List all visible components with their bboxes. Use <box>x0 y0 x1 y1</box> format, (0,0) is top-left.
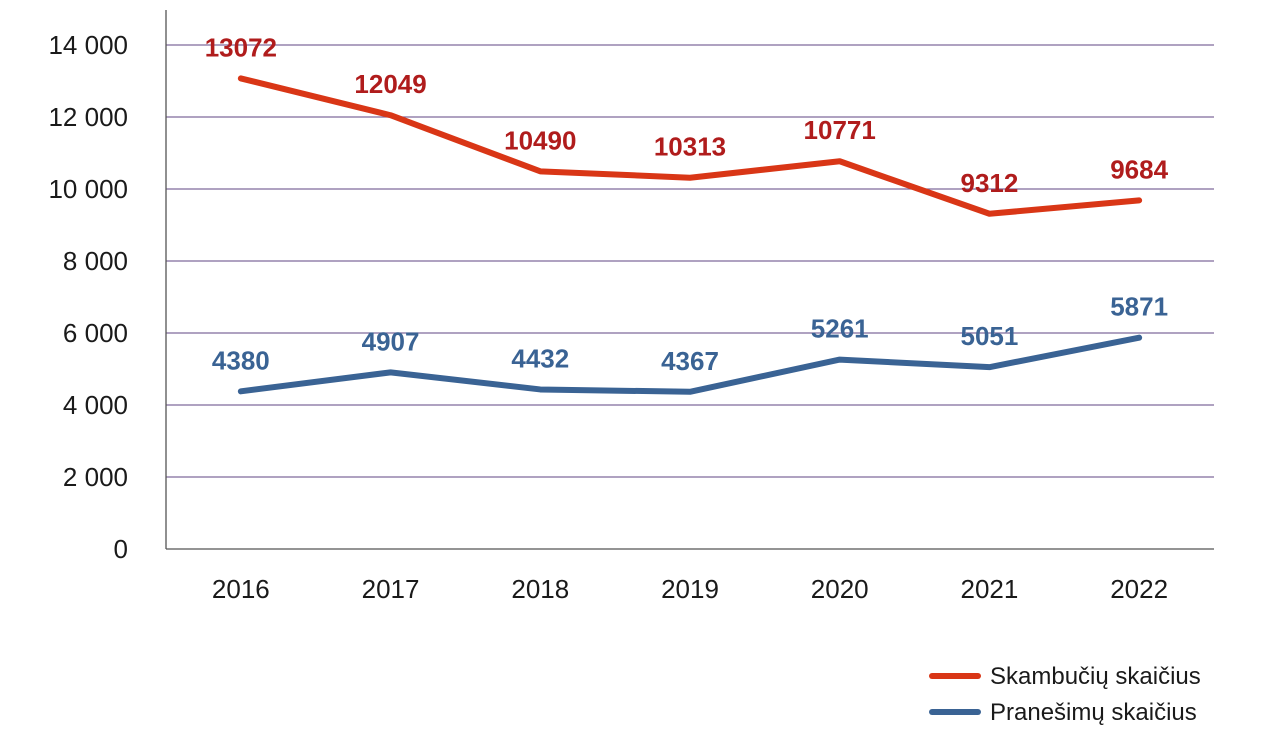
data-label: 10490 <box>504 125 576 155</box>
y-tick-label: 0 <box>114 534 128 564</box>
data-label: 10313 <box>654 132 726 162</box>
data-label: 5261 <box>811 314 869 344</box>
y-tick-label: 8 000 <box>63 246 128 276</box>
y-tick-label: 14 000 <box>48 30 128 60</box>
data-labels: 13072 12049 10490 10313 10771 9312 9684 4380 490… <box>205 32 1169 375</box>
axes <box>165 10 1214 550</box>
data-label: 5051 <box>961 321 1019 351</box>
x-tick-label: 2018 <box>511 574 569 604</box>
series-lines <box>237 75 1143 395</box>
data-label: 9684 <box>1110 154 1168 184</box>
x-tick-label: 2017 <box>362 574 420 604</box>
data-label: 4380 <box>212 345 270 375</box>
x-tick-label: 2022 <box>1110 574 1168 604</box>
data-label: 13072 <box>205 32 277 62</box>
y-tick-label: 4 000 <box>63 390 128 420</box>
y-tick-label: 2 000 <box>63 462 128 492</box>
gridlines <box>166 44 1214 478</box>
series-line-2 <box>237 334 1143 395</box>
data-label: 9312 <box>961 168 1019 198</box>
y-tick-label: 10 000 <box>48 174 128 204</box>
data-label: 10771 <box>804 115 876 145</box>
data-label: 4907 <box>362 326 420 356</box>
data-label: 4367 <box>661 346 719 376</box>
data-label: 5871 <box>1110 292 1168 322</box>
data-label: 4432 <box>511 343 569 373</box>
y-tick-label: 12 000 <box>48 102 128 132</box>
legend-label: Pranešimų skaičius <box>990 699 1197 726</box>
legend: Skambučių skaičius Pranešimų skaičius <box>929 663 1201 726</box>
x-tick-label: 2016 <box>212 574 270 604</box>
x-axis-tick-labels: 2016 2017 2018 2019 2020 2021 2022 <box>212 574 1168 604</box>
y-axis-tick-labels: 0 2 000 4 000 6 000 8 000 10 000 12 000 14 000 <box>48 30 128 564</box>
x-tick-label: 2021 <box>961 574 1019 604</box>
data-label: 12049 <box>354 69 426 99</box>
x-tick-label: 2019 <box>661 574 719 604</box>
y-tick-label: 6 000 <box>63 318 128 348</box>
legend-label: Skambučių skaičius <box>990 663 1201 690</box>
x-tick-label: 2020 <box>811 574 869 604</box>
series-line-1 <box>237 75 1143 217</box>
